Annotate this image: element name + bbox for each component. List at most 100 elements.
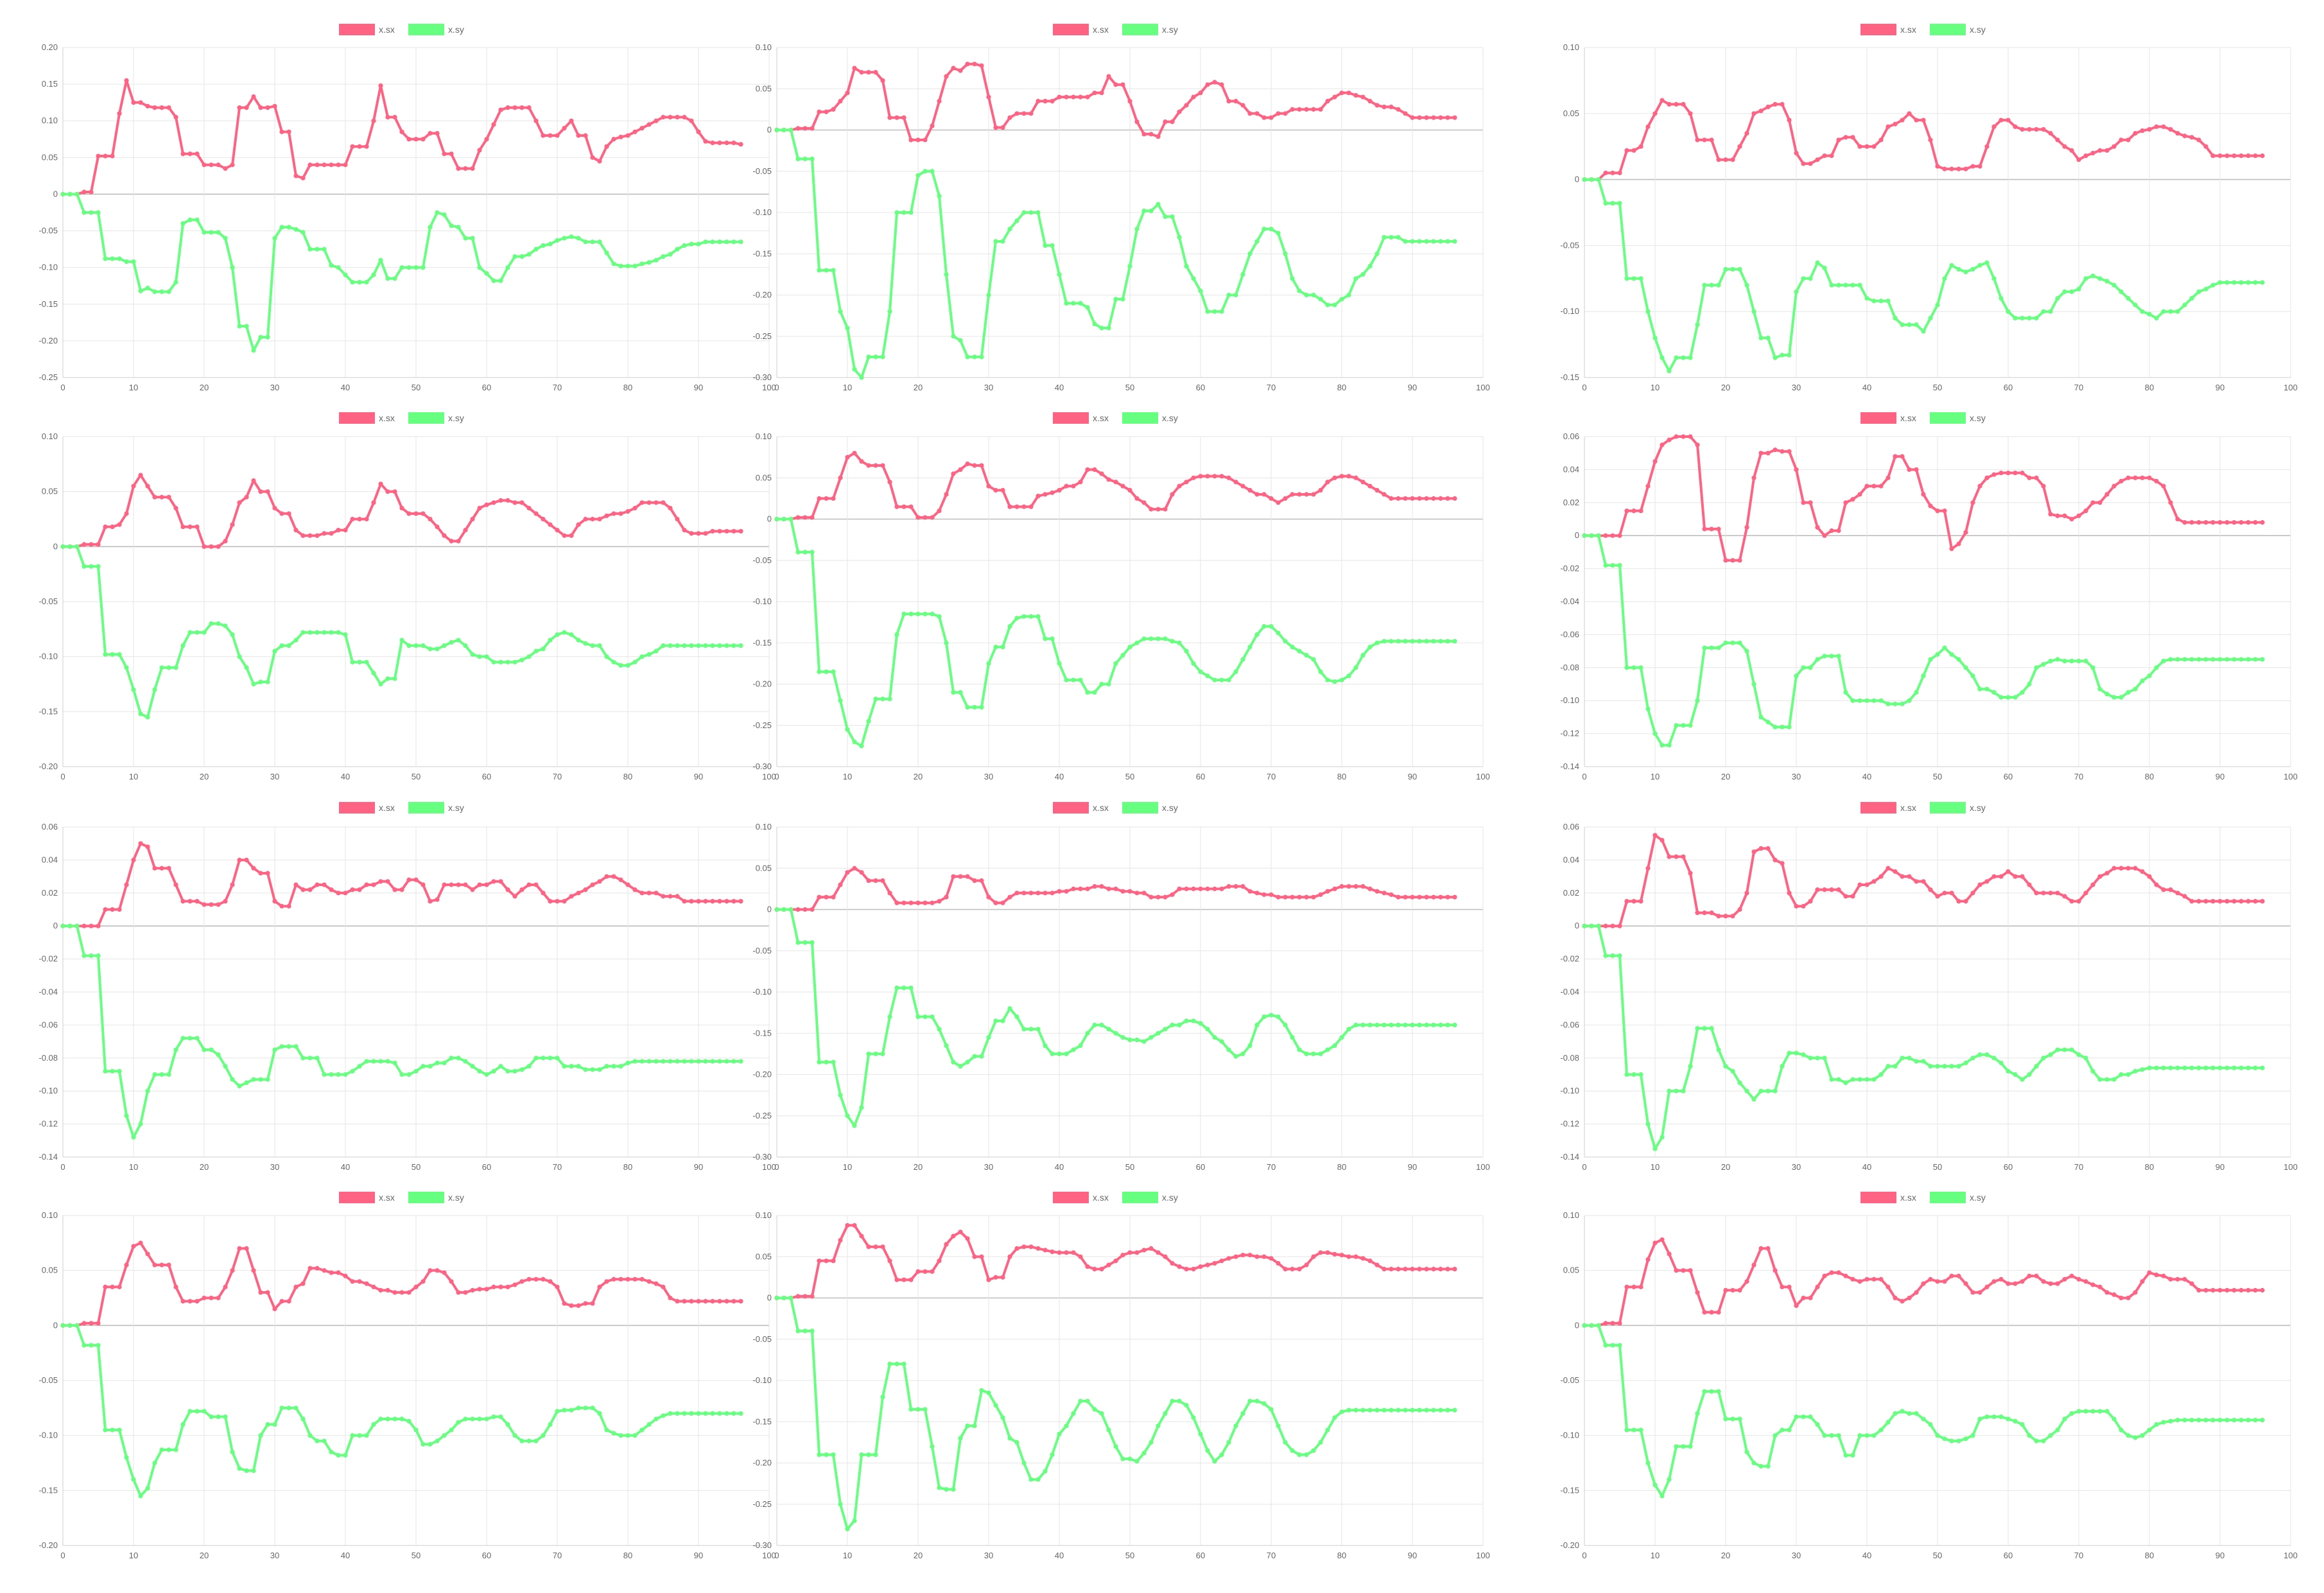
data-point-sy xyxy=(1014,1014,1019,1020)
x-tick-label: 100 xyxy=(2284,1551,2298,1560)
data-point-sx xyxy=(597,879,602,884)
data-point-sy xyxy=(2069,1047,2074,1052)
data-point-sy xyxy=(1233,669,1238,674)
data-point-sy xyxy=(1191,276,1196,281)
data-point-sy xyxy=(2224,280,2230,285)
legend-swatch-sx xyxy=(339,24,375,35)
data-point-sy xyxy=(512,1433,517,1438)
data-point-sx xyxy=(611,874,616,879)
data-point-sy xyxy=(576,1064,581,1069)
data-point-sx xyxy=(2168,1276,2173,1282)
data-point-sx xyxy=(1396,894,1401,900)
data-point-sx xyxy=(1156,134,1161,139)
data-point-sx xyxy=(110,907,115,912)
data-point-sy xyxy=(583,1406,588,1411)
data-point-sy xyxy=(428,225,433,230)
data-point-sy xyxy=(1631,1072,1636,1077)
data-point-sy xyxy=(1092,321,1097,327)
data-point-sx xyxy=(103,524,108,530)
x-tick-label: 90 xyxy=(1408,772,1417,781)
y-tick-label: -0.30 xyxy=(752,762,772,771)
data-point-sy xyxy=(202,630,207,635)
data-point-sx xyxy=(413,1284,419,1289)
data-point-sx xyxy=(1092,467,1097,473)
data-point-sy xyxy=(1198,1021,1203,1026)
data-point-sy xyxy=(1353,1407,1358,1413)
data-point-sy xyxy=(2097,686,2103,692)
data-point-sy xyxy=(1212,677,1217,683)
data-point-sy xyxy=(1787,724,1792,729)
data-point-sx xyxy=(859,458,864,464)
data-point-sy xyxy=(1106,681,1111,687)
legend: x.sx x.sy xyxy=(339,24,464,35)
data-point-sy xyxy=(159,289,164,294)
data-point-sy xyxy=(866,718,871,724)
x-tick-label: 30 xyxy=(1792,772,1801,781)
legend-label-sy: x.sy xyxy=(1162,413,1178,423)
y-tick-label: -0.10 xyxy=(752,207,772,217)
data-point-sx xyxy=(1417,115,1422,120)
data-point-sy xyxy=(1773,724,1778,729)
data-point-sy xyxy=(2119,1427,2124,1432)
data-point-sy xyxy=(223,236,228,241)
data-point-sy xyxy=(1886,1064,1891,1069)
data-point-sy xyxy=(1417,239,1422,244)
data-point-sy xyxy=(1389,1022,1394,1027)
data-point-sx xyxy=(958,874,963,879)
data-point-sy xyxy=(781,1295,786,1301)
data-point-sy xyxy=(915,611,921,616)
data-point-sx xyxy=(505,887,510,892)
data-point-sx xyxy=(937,1258,942,1264)
data-point-sy xyxy=(1801,665,1806,670)
data-point-sy xyxy=(887,309,892,314)
data-point-sy xyxy=(1596,177,1601,182)
data-point-sy xyxy=(979,1388,984,1393)
data-point-sy xyxy=(308,1056,313,1061)
data-point-sx xyxy=(470,166,475,171)
data-point-sy xyxy=(1212,1459,1217,1464)
data-point-sx xyxy=(2161,124,2166,129)
data-point-sy xyxy=(1999,1060,2004,1066)
y-tick-label: -0.10 xyxy=(1560,695,1579,705)
data-point-sx xyxy=(1240,1253,1245,1258)
data-point-sy xyxy=(1028,210,1034,215)
data-point-sx xyxy=(505,105,510,110)
legend-swatch-sy xyxy=(1930,1192,1966,1203)
data-point-sx xyxy=(738,528,743,534)
data-point-sx xyxy=(2232,899,2237,904)
data-point-sx xyxy=(576,891,581,896)
data-point-sy xyxy=(1645,706,1651,711)
data-point-sy xyxy=(526,252,532,257)
data-point-sx xyxy=(336,162,341,168)
y-tick-label: -0.02 xyxy=(39,954,58,964)
data-point-sy xyxy=(979,704,984,710)
data-point-sy xyxy=(1674,723,1679,728)
data-point-sx xyxy=(1652,458,1658,464)
data-point-sy xyxy=(1815,260,1820,265)
data-point-sx xyxy=(1751,849,1756,855)
data-point-sy xyxy=(406,643,412,649)
data-point-sy xyxy=(1318,1440,1323,1445)
data-point-sx xyxy=(1078,886,1083,891)
data-point-sx xyxy=(385,114,390,120)
data-point-sy xyxy=(1780,1064,1785,1069)
data-point-sx xyxy=(1170,492,1175,497)
data-point-sy xyxy=(1050,1051,1055,1056)
data-point-sx xyxy=(562,1301,567,1306)
data-point-sy xyxy=(300,630,306,635)
data-point-sx xyxy=(293,882,299,887)
data-point-sy xyxy=(1438,639,1443,644)
x-tick-label: 40 xyxy=(1055,1551,1064,1560)
data-point-sy xyxy=(1893,1411,1898,1416)
data-point-sx xyxy=(2140,1279,2145,1284)
data-point-sx xyxy=(343,162,348,168)
data-point-sy xyxy=(498,1414,503,1420)
data-point-sy xyxy=(1064,300,1069,306)
x-tick-label: 70 xyxy=(2074,1162,2083,1172)
data-point-sx xyxy=(1360,884,1366,889)
data-point-sy xyxy=(646,260,652,265)
data-point-sy xyxy=(951,1487,956,1492)
data-point-sy xyxy=(2140,1067,2145,1072)
data-point-sy xyxy=(944,640,949,645)
data-point-sx xyxy=(880,1244,885,1249)
